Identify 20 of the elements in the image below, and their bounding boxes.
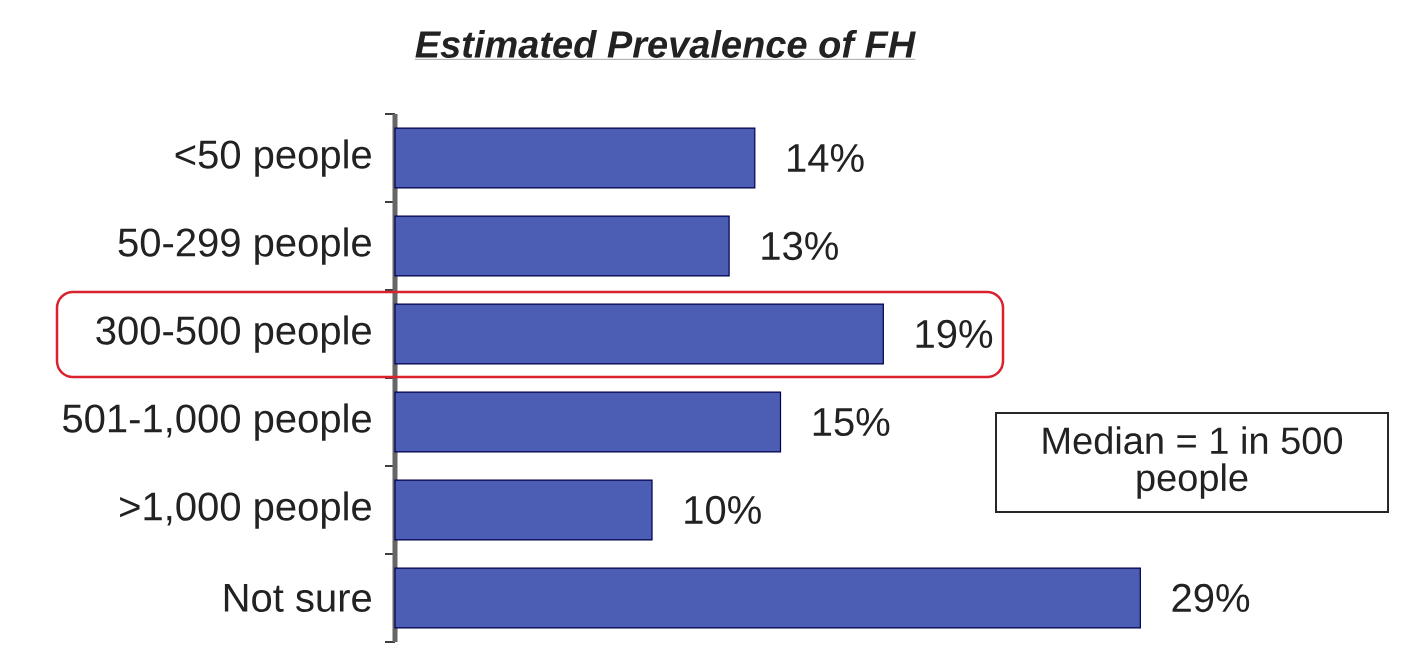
bar <box>394 479 653 541</box>
chart-title: Estimated Prevalence of FH <box>415 30 916 58</box>
bar <box>394 215 730 277</box>
data-label: 15% <box>813 407 890 437</box>
bar <box>394 127 756 189</box>
data-label: 13% <box>762 231 838 261</box>
y-tick-label: 300-500 people <box>96 315 371 353</box>
annotation: Median = 1 in 500 people <box>1043 426 1343 499</box>
y-tick-label: 501-1,000 people <box>63 403 371 441</box>
data-label: 19% <box>916 319 993 349</box>
bar <box>394 567 1141 629</box>
y-tick-label: <50 people <box>175 139 371 177</box>
y-tick-label: Not sure <box>224 584 371 612</box>
data-label: 29% <box>1172 583 1250 613</box>
data-label: 10% <box>685 495 761 525</box>
bar <box>394 391 782 453</box>
y-tick-label: 50-299 people <box>118 227 371 265</box>
data-label: 14% <box>788 144 864 172</box>
y-tick-label: >1,000 people <box>120 491 371 529</box>
bar <box>394 303 884 365</box>
